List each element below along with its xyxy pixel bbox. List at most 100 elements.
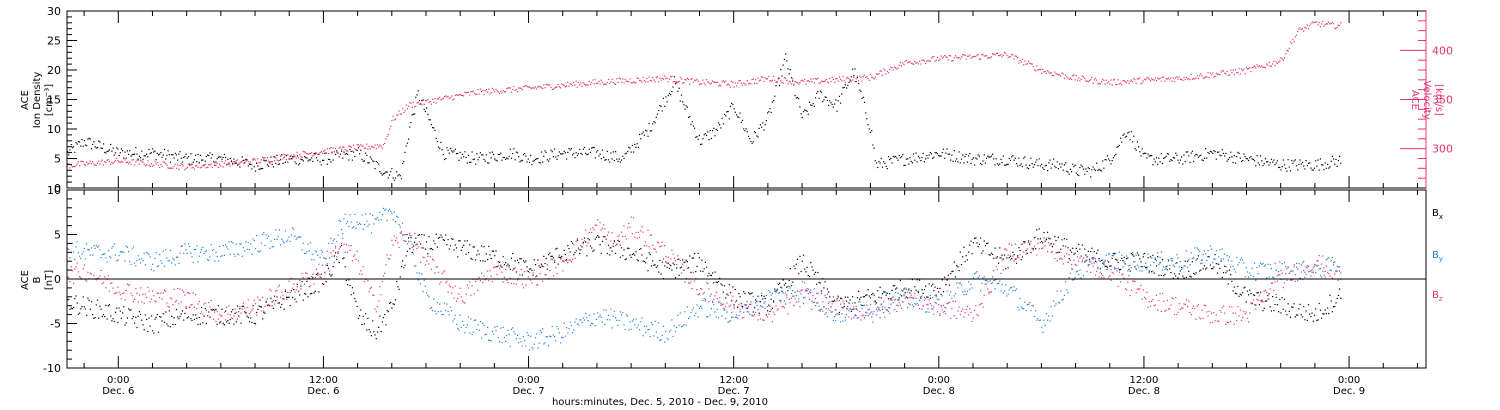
density-point — [454, 148, 456, 150]
velocity-point — [442, 97, 444, 99]
bx-point — [550, 255, 552, 257]
velocity-point — [1216, 74, 1219, 76]
by-point — [494, 326, 496, 328]
density-point — [408, 138, 410, 140]
bz-point — [399, 232, 401, 234]
bx-point — [280, 306, 282, 308]
by-point — [1264, 264, 1266, 266]
density-point — [647, 135, 649, 137]
velocity-point — [580, 82, 582, 84]
bx-point — [374, 334, 376, 336]
velocity-point — [650, 80, 653, 82]
velocity-point — [940, 55, 942, 57]
velocity-point — [359, 145, 361, 147]
bx-point — [752, 311, 754, 313]
bz-point — [420, 261, 422, 263]
bz-point — [240, 312, 242, 314]
by-point — [147, 252, 149, 254]
velocity-point — [376, 144, 379, 146]
density-point — [258, 168, 260, 170]
bz-point — [939, 313, 941, 315]
by-point — [551, 325, 553, 328]
velocity-point — [341, 148, 343, 150]
velocity-point — [583, 83, 586, 85]
density-point — [1116, 146, 1118, 148]
bx-point — [1163, 275, 1165, 277]
bz-point — [549, 269, 551, 272]
density-point — [319, 161, 321, 163]
density-point — [879, 162, 881, 164]
by-point — [960, 284, 963, 286]
density-point — [1032, 166, 1034, 168]
bz-point — [173, 288, 175, 290]
bx-point — [289, 304, 291, 307]
velocity-point — [1197, 78, 1199, 80]
bx-point — [1280, 312, 1282, 314]
velocity-point — [585, 84, 587, 86]
velocity-point — [162, 161, 164, 163]
by-point — [513, 331, 515, 333]
by-point — [913, 306, 915, 308]
bz-point — [883, 301, 885, 303]
density-point — [168, 154, 170, 156]
density-point — [378, 163, 380, 165]
bx-point — [210, 309, 212, 311]
velocity-point — [671, 75, 673, 77]
bz-point — [685, 277, 687, 279]
density-point — [853, 75, 855, 77]
bx-point — [1330, 300, 1332, 302]
density-point — [538, 162, 540, 164]
by-point — [318, 263, 320, 265]
velocity-point — [899, 61, 901, 63]
bz-point — [872, 321, 874, 323]
by-point — [94, 247, 96, 250]
by-point — [272, 246, 274, 248]
bz-point — [318, 274, 320, 276]
velocity-point — [729, 86, 732, 88]
by-point — [928, 311, 930, 313]
density-point — [1153, 158, 1155, 160]
velocity-point — [540, 87, 543, 89]
by-point — [329, 257, 331, 259]
by-point — [1220, 258, 1222, 260]
density-point — [968, 155, 970, 157]
density-point — [528, 161, 531, 163]
velocity-point — [1340, 22, 1342, 24]
bx-point — [499, 261, 501, 263]
velocity-point — [1276, 62, 1278, 64]
by-point — [365, 213, 367, 215]
velocity-point — [161, 165, 163, 167]
velocity-point — [1031, 63, 1033, 65]
by-point — [165, 249, 167, 251]
bx-point — [516, 259, 519, 261]
by-point — [398, 224, 400, 226]
density-point — [1331, 155, 1333, 157]
by-point — [1006, 295, 1008, 297]
density-point — [116, 147, 118, 149]
by-point — [95, 244, 97, 247]
by-point — [1097, 266, 1099, 268]
velocity-point — [357, 144, 359, 146]
density-point — [703, 134, 705, 136]
density-point — [808, 101, 811, 103]
bz-point — [929, 303, 931, 305]
density-point — [516, 152, 519, 154]
by-point — [768, 289, 770, 291]
bx-point — [86, 314, 88, 316]
velocity-point — [889, 68, 891, 71]
bx-point — [361, 324, 363, 326]
bx-point — [1325, 312, 1327, 315]
bz-point — [805, 289, 807, 291]
bz-point — [131, 295, 133, 297]
bx-point — [525, 260, 527, 262]
by-point — [990, 282, 992, 284]
density-point — [1238, 152, 1240, 154]
bx-point — [770, 298, 772, 300]
bx-point — [710, 274, 712, 277]
by-point — [873, 300, 875, 302]
bz-point — [83, 264, 85, 266]
bx-point — [934, 286, 936, 288]
density-point — [260, 168, 262, 170]
velocity-point — [822, 81, 824, 83]
by-point — [198, 255, 200, 257]
